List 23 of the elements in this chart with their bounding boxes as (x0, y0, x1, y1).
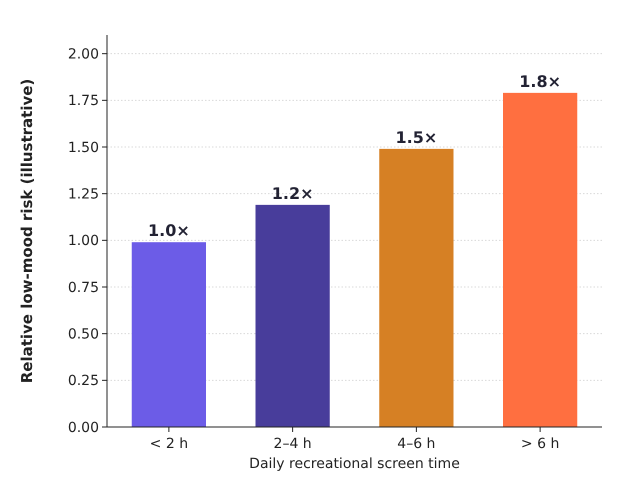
x-tick-label: 4–6 h (397, 436, 436, 452)
x-tick-label: > 6 h (520, 436, 560, 452)
y-tick-label: 1.25 (68, 186, 99, 203)
y-tick-label: 2.00 (68, 46, 99, 63)
y-tick-label: 1.75 (68, 93, 99, 110)
x-tick-label: 2–4 h (274, 436, 312, 452)
data-label: 1.5× (396, 128, 438, 147)
y-tick-label: 1.00 (68, 233, 99, 250)
bar (503, 92, 578, 427)
bar (379, 148, 454, 427)
data-label: 1.0× (148, 221, 190, 240)
y-tick-label: 1.50 (68, 140, 99, 156)
data-label: 1.2× (272, 184, 314, 203)
data-label: 1.8× (519, 72, 561, 91)
y-tick-label: 0.75 (68, 280, 99, 296)
bar (132, 242, 206, 427)
y-tick-label: 0.25 (68, 373, 99, 390)
y-tick-label: 0.00 (68, 420, 99, 436)
y-axis-title: Relative low-mood risk (illustrative) (18, 78, 36, 384)
x-axis-title: Daily recreational screen time (249, 456, 460, 472)
y-tick-label: 0.50 (68, 326, 99, 343)
bar (256, 204, 330, 427)
x-tick-label: < 2 h (150, 436, 188, 452)
